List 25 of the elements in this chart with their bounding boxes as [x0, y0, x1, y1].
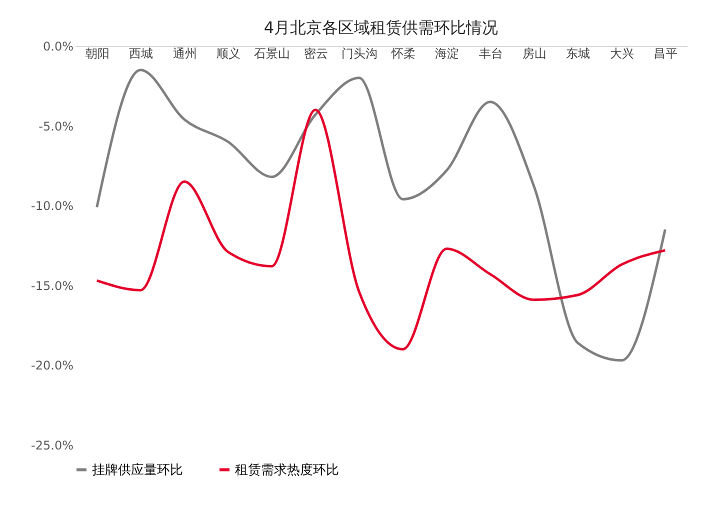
legend-label: 挂牌供应量环比 [92, 462, 183, 478]
x-tick-label: 怀柔 [390, 46, 416, 60]
y-tick-label: -5.0% [38, 119, 74, 134]
x-tick-label: 大兴 [610, 46, 634, 60]
x-tick-label: 西城 [129, 46, 154, 60]
x-tick-label: 通州 [172, 46, 197, 60]
y-tick-label: -15.0% [31, 278, 74, 293]
x-tick-label: 丰台 [478, 46, 503, 60]
x-tick-label: 密云 [304, 46, 328, 60]
y-tick-label: -25.0% [31, 438, 74, 452]
x-tick-label: 海淀 [435, 46, 460, 60]
line-series [96, 68, 666, 362]
legend-label: 租赁需求热度环比 [235, 462, 339, 478]
x-tick-label: 房山 [522, 46, 546, 60]
x-tick-label: 东城 [566, 46, 590, 60]
x-tick-label: 石景山 [254, 46, 290, 60]
x-tick-label: 顺义 [216, 46, 240, 60]
y-tick-label: -20.0% [31, 358, 74, 373]
x-tick-label: 朝阳 [85, 46, 110, 60]
x-tick-label: 门头沟 [342, 46, 378, 60]
y-tick-label: -10.0% [31, 199, 74, 214]
line-series [96, 108, 666, 350]
x-tick-label: 昌平 [654, 46, 678, 60]
chart-title: 4月北京各区域租赁供需环比情况 [264, 18, 498, 37]
y-tick-label: 0.0% [43, 40, 74, 54]
